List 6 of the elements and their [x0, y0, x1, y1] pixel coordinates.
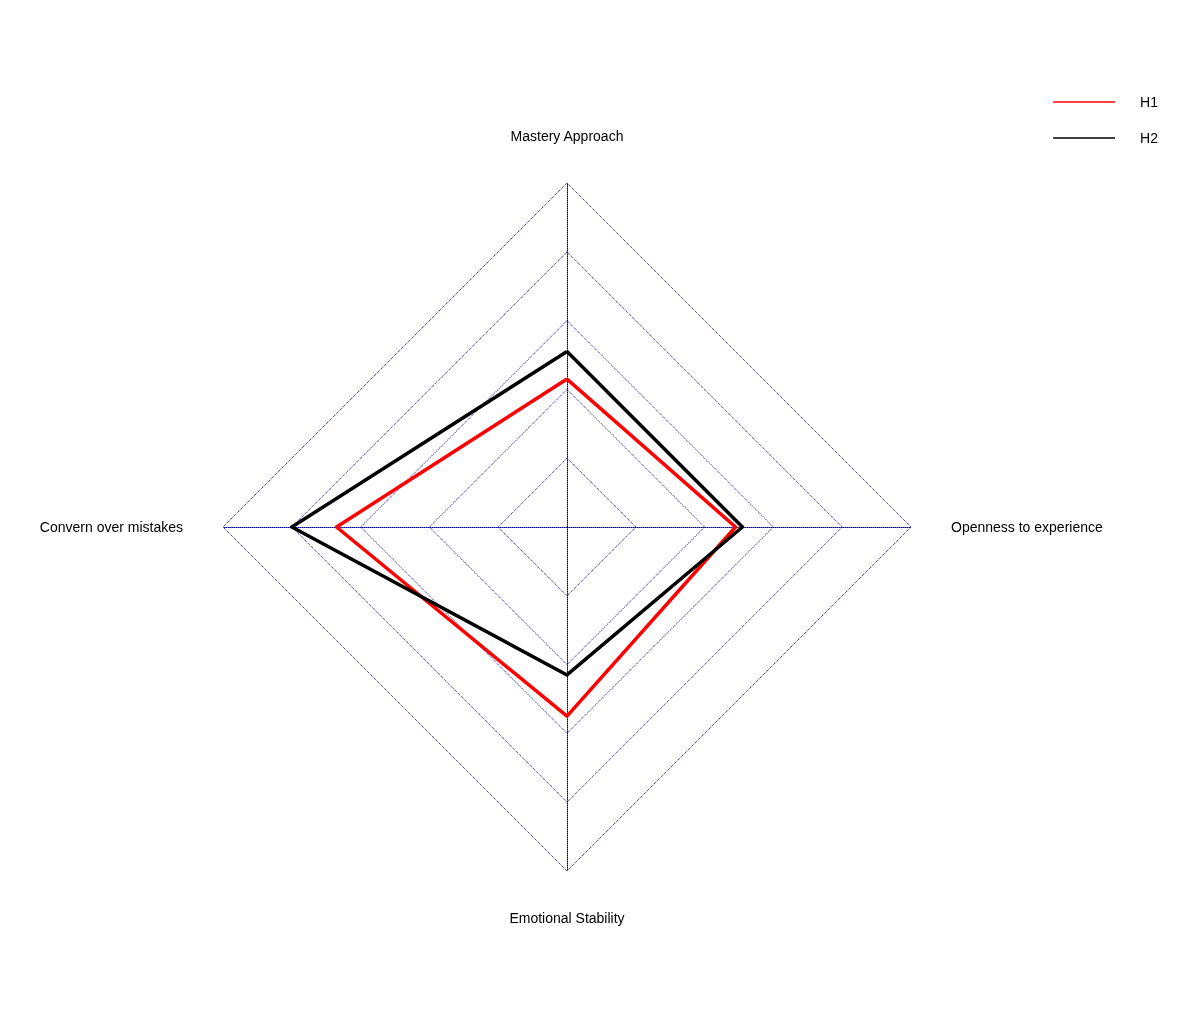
spoke-label: Openness to experience [951, 519, 1103, 535]
spoke-label: Convern over mistakes [39, 519, 183, 535]
legend-label: H2 [1140, 130, 1159, 146]
spoke-label: Mastery Approach [510, 128, 624, 144]
spoke-label: Emotional Stability [509, 910, 625, 926]
legend-label: H1 [1140, 94, 1159, 110]
